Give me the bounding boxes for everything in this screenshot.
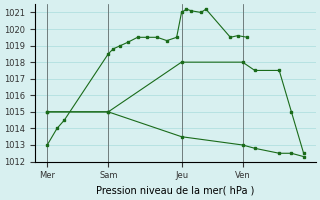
X-axis label: Pression niveau de la mer( hPa ): Pression niveau de la mer( hPa ) (96, 186, 255, 196)
